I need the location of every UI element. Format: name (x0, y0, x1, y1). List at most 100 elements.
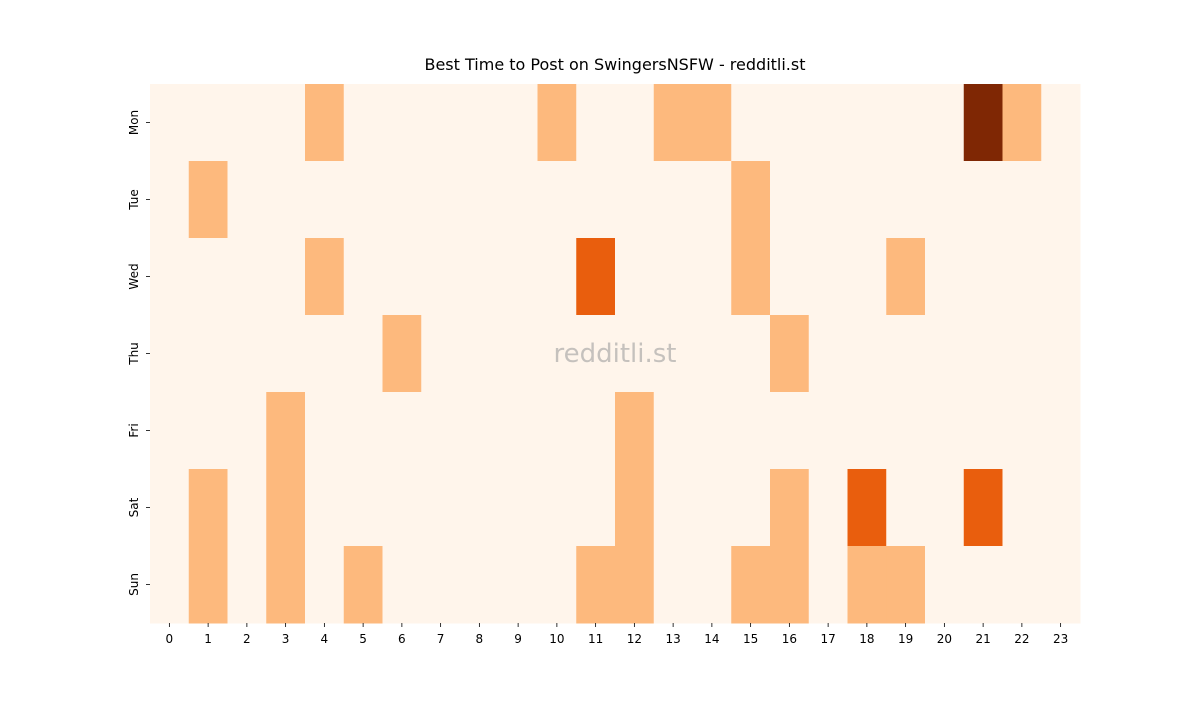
heatmap-cell (925, 546, 965, 624)
heatmap-cell (1041, 161, 1081, 239)
heatmap-cell (1041, 546, 1081, 624)
heatmap-cell (382, 315, 422, 393)
heatmap-cell (847, 84, 887, 162)
heatmap-cell (925, 161, 965, 239)
heatmap-cell (498, 161, 538, 239)
x-tick-label: 6 (398, 632, 406, 646)
y-tick-label: Fri (127, 423, 141, 437)
heatmap-cell (963, 469, 1003, 547)
heatmap-cell (963, 546, 1003, 624)
heatmap-cell (537, 546, 577, 624)
heatmap-cell (808, 546, 848, 624)
heatmap-cell (886, 84, 926, 162)
heatmap-cell (188, 238, 228, 316)
y-tick-label: Sat (127, 497, 141, 517)
heatmap-cell (1002, 238, 1042, 316)
heatmap-cell (227, 546, 267, 624)
heatmap-cell (460, 392, 500, 470)
heatmap-cell (537, 161, 577, 239)
heatmap-cell (498, 546, 538, 624)
heatmap-cell (305, 469, 345, 547)
heatmap-cell (615, 315, 655, 393)
heatmap-cell (1002, 161, 1042, 239)
heatmap-cell (537, 238, 577, 316)
heatmap-cell (266, 315, 306, 393)
heatmap-cell (188, 161, 228, 239)
heatmap-cell (963, 238, 1003, 316)
heatmap-cell (925, 84, 965, 162)
heatmap-cell (653, 392, 693, 470)
heatmap-cell (266, 161, 306, 239)
heatmap-cell (615, 469, 655, 547)
heatmap-cell (963, 392, 1003, 470)
heatmap-cell (343, 84, 383, 162)
heatmap-cell (421, 161, 461, 239)
heatmap-cell (886, 161, 926, 239)
heatmap-cell (653, 469, 693, 547)
watermark: redditli.st (554, 339, 677, 369)
heatmap-cell (731, 315, 771, 393)
heatmap-cell (847, 469, 887, 547)
heatmap-cell (382, 161, 422, 239)
heatmap-cell (692, 392, 732, 470)
heatmap-cell (847, 238, 887, 316)
heatmap-cell (227, 392, 267, 470)
heatmap-cell (925, 469, 965, 547)
heatmap-cell (731, 161, 771, 239)
y-tick-label: Thu (127, 342, 141, 366)
x-tick-label: 21 (975, 632, 990, 646)
x-tick-label: 3 (282, 632, 290, 646)
heatmap-cell (808, 84, 848, 162)
heatmap-cell (305, 238, 345, 316)
heatmap-cell (266, 392, 306, 470)
x-tick-label: 20 (937, 632, 952, 646)
chart-title: Best Time to Post on SwingersNSFW - redd… (424, 55, 805, 74)
x-tick-label: 4 (321, 632, 329, 646)
heatmap-cell (460, 161, 500, 239)
y-tick-label: Wed (127, 263, 141, 289)
x-tick-label: 15 (743, 632, 758, 646)
heatmap-cell (498, 84, 538, 162)
heatmap-cell (770, 392, 810, 470)
heatmap-cell (150, 392, 190, 470)
heatmap-cell (653, 84, 693, 162)
x-tick-label: 0 (166, 632, 174, 646)
heatmap-cell (847, 392, 887, 470)
heatmap-cell (537, 315, 577, 393)
heatmap-cell (847, 315, 887, 393)
heatmap-cell (266, 546, 306, 624)
heatmap-cell (886, 469, 926, 547)
heatmap-cell (731, 469, 771, 547)
heatmap-cell (305, 315, 345, 393)
heatmap-cell (1002, 546, 1042, 624)
heatmap-cell (460, 238, 500, 316)
heatmap-cell (343, 392, 383, 470)
heatmap-cell (847, 161, 887, 239)
heatmap-cell (963, 84, 1003, 162)
heatmap-cell (1041, 392, 1081, 470)
heatmap-cell (382, 84, 422, 162)
heatmap-cell (266, 84, 306, 162)
heatmap-cell (576, 546, 616, 624)
heatmap-cell (963, 161, 1003, 239)
heatmap-cell (653, 161, 693, 239)
heatmap-cell (615, 546, 655, 624)
x-tick-label: 1 (204, 632, 212, 646)
heatmap-cell (188, 469, 228, 547)
heatmap-cell (460, 315, 500, 393)
heatmap-cell (886, 546, 926, 624)
x-tick-label: 14 (704, 632, 719, 646)
heatmap-cell (1041, 469, 1081, 547)
heatmap-cell (421, 469, 461, 547)
heatmap-cell (963, 315, 1003, 393)
x-tick-label: 23 (1053, 632, 1068, 646)
heatmap-cell (808, 238, 848, 316)
heatmap-cell (150, 161, 190, 239)
heatmap-cell (382, 238, 422, 316)
x-tick-label: 18 (859, 632, 874, 646)
heatmap-cell (576, 161, 616, 239)
heatmap-cell (188, 392, 228, 470)
heatmap-cell (227, 315, 267, 393)
heatmap-cell (537, 84, 577, 162)
